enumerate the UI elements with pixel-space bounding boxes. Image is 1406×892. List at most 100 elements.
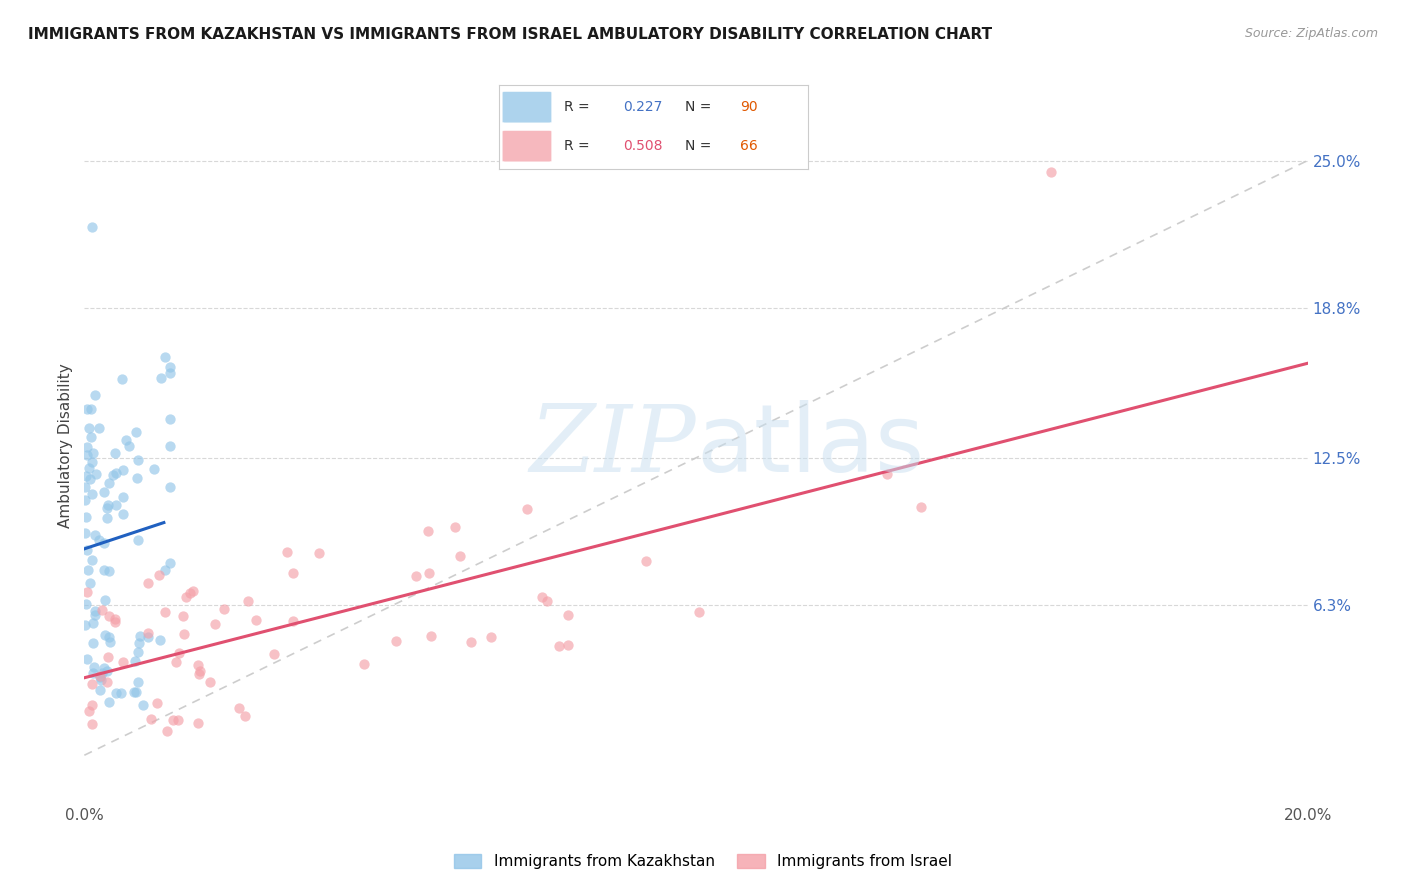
- Point: [233, 708, 256, 723]
- Point: [263, 647, 285, 661]
- Point: [112, 463, 135, 477]
- Point: [124, 655, 146, 669]
- Point: [281, 614, 304, 628]
- Point: [76, 401, 98, 416]
- Point: [156, 724, 179, 739]
- Point: [80, 430, 103, 444]
- Point: [204, 617, 226, 632]
- Point: [89, 682, 111, 697]
- Text: 66: 66: [741, 139, 758, 153]
- Point: [90, 665, 112, 680]
- Point: [418, 524, 440, 538]
- Point: [75, 509, 97, 524]
- Point: [128, 636, 150, 650]
- Point: [83, 660, 105, 674]
- Point: [557, 638, 579, 652]
- Point: [89, 670, 111, 684]
- Point: [76, 585, 98, 599]
- Point: [76, 652, 98, 666]
- Point: [238, 594, 260, 608]
- Point: [104, 467, 127, 481]
- Point: [93, 661, 115, 675]
- Point: [167, 647, 190, 661]
- Text: 0.227: 0.227: [623, 100, 662, 114]
- Point: [159, 439, 181, 453]
- Point: [97, 475, 120, 490]
- Point: [87, 533, 110, 548]
- Point: [82, 615, 104, 630]
- Point: [96, 664, 118, 678]
- Point: [165, 655, 187, 669]
- Point: [155, 351, 177, 365]
- Point: [111, 655, 134, 669]
- Point: [420, 629, 443, 643]
- Point: [516, 502, 538, 516]
- Point: [634, 554, 657, 568]
- Point: [353, 657, 375, 671]
- Point: [76, 542, 98, 557]
- Point: [76, 563, 98, 577]
- Point: [118, 439, 141, 453]
- Point: [75, 469, 97, 483]
- Point: [531, 591, 554, 605]
- Point: [73, 493, 96, 508]
- Point: [181, 583, 204, 598]
- Point: [84, 467, 107, 482]
- Point: [127, 453, 149, 467]
- Point: [179, 585, 201, 599]
- Text: Source: ZipAtlas.com: Source: ZipAtlas.com: [1244, 27, 1378, 40]
- Point: [82, 716, 104, 731]
- Point: [125, 425, 148, 439]
- Point: [146, 696, 169, 710]
- Point: [536, 594, 558, 608]
- Point: [479, 630, 502, 644]
- Point: [125, 685, 148, 699]
- Point: [876, 467, 898, 482]
- Point: [80, 220, 103, 235]
- Point: [73, 480, 96, 494]
- Point: [281, 566, 304, 580]
- Point: [105, 498, 128, 512]
- Point: [93, 563, 115, 577]
- Text: IMMIGRANTS FROM KAZAKHSTAN VS IMMIGRANTS FROM ISRAEL AMBULATORY DISABILITY CORRE: IMMIGRANTS FROM KAZAKHSTAN VS IMMIGRANTS…: [28, 27, 993, 42]
- Point: [82, 698, 104, 712]
- Point: [80, 676, 103, 690]
- Point: [245, 614, 267, 628]
- Point: [173, 626, 195, 640]
- Point: [159, 480, 181, 494]
- Point: [141, 713, 163, 727]
- Point: [84, 527, 107, 541]
- Point: [73, 526, 96, 541]
- Point: [159, 367, 181, 381]
- Point: [80, 401, 103, 416]
- Point: [143, 462, 166, 476]
- Point: [77, 420, 100, 434]
- Point: [159, 359, 181, 374]
- Point: [111, 491, 134, 505]
- Point: [96, 511, 118, 525]
- Point: [187, 658, 209, 673]
- Point: [136, 625, 159, 640]
- Point: [75, 617, 97, 632]
- Point: [79, 472, 101, 486]
- Point: [84, 387, 107, 401]
- Text: N =: N =: [685, 139, 711, 153]
- Y-axis label: Ambulatory Disability: Ambulatory Disability: [58, 364, 73, 528]
- Text: 0.508: 0.508: [623, 139, 662, 153]
- Point: [97, 499, 120, 513]
- Point: [76, 448, 98, 462]
- Point: [162, 713, 184, 727]
- Point: [910, 500, 932, 514]
- Text: N =: N =: [685, 100, 711, 114]
- Point: [159, 557, 181, 571]
- Point: [176, 591, 198, 605]
- Point: [127, 533, 149, 548]
- Point: [308, 546, 330, 560]
- Point: [136, 575, 159, 590]
- Point: [84, 604, 107, 618]
- Point: [159, 412, 181, 426]
- Point: [112, 507, 135, 521]
- Point: [82, 665, 104, 680]
- Point: [557, 608, 579, 623]
- Point: [111, 372, 134, 386]
